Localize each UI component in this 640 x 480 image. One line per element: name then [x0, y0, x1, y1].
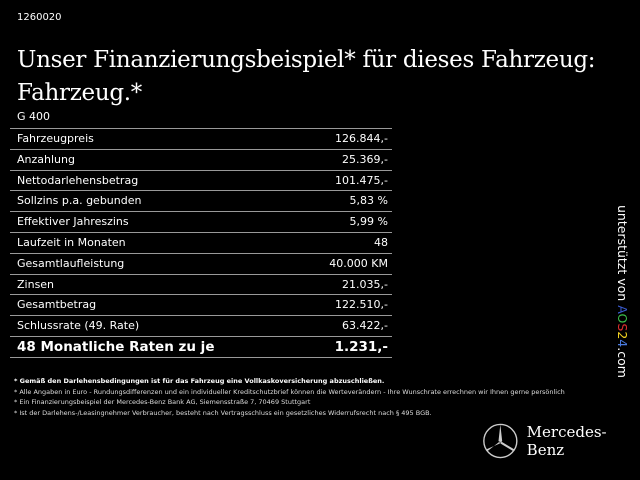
row-value: 126.844,-: [335, 132, 388, 145]
table-row: Gesamtbetrag 122.510,-: [10, 294, 392, 315]
brand-name: Mercedes-Benz: [526, 423, 607, 459]
row-label: Gesamtlaufleistung: [17, 256, 125, 270]
row-label: Nettodarlehensbetrag: [17, 173, 139, 187]
total-value: 1.231,-: [334, 338, 388, 355]
finance-table: Fahrzeugpreis 126.844,- Anzahlung 25.369,- N…: [10, 128, 392, 358]
vehicle-code: 1260020: [17, 12, 62, 23]
row-value: 5,83 %: [349, 194, 388, 208]
row-value: 25.369,-: [342, 152, 388, 166]
page-title: Unser Finanzierungsbeispiel* für dieses …: [17, 47, 596, 106]
row-label: Effektiver Jahreszins: [17, 215, 129, 229]
total-label: 48 Monatliche Raten zu je: [17, 338, 215, 355]
row-label: Sollzins p.a. gebunden: [17, 194, 142, 208]
model-name: G 400: [17, 110, 51, 123]
aos-letter: A: [615, 305, 630, 314]
row-label: Gesamtbetrag: [17, 298, 97, 312]
row-value: 40.000 KM: [329, 256, 388, 270]
row-label: Fahrzeugpreis: [17, 132, 94, 145]
table-row: Fahrzeugpreis 126.844,-: [10, 128, 392, 149]
table-row: Anzahlung 25.369,-: [10, 148, 392, 170]
row-label: Anzahlung: [17, 152, 75, 166]
supported-by-text: unterstützt von AOS24.com: [615, 205, 630, 378]
row-value: 48: [374, 235, 388, 249]
row-label: Zinsen: [17, 277, 55, 291]
footnote: * Ist der Darlehens-/Leasingnehmer Verbr…: [14, 408, 432, 417]
row-value: 122.510,-: [335, 298, 388, 312]
mercedes-logo: Mercedes-Benz: [482, 422, 640, 460]
row-label: Laufzeit in Monaten: [17, 235, 126, 249]
row-label: Schlussrate (49. Rate): [17, 319, 140, 333]
table-row: Sollzins p.a. gebunden 5,83 %: [10, 190, 392, 211]
table-row: Zinsen 21.035,-: [10, 273, 392, 295]
table-row: Gesamtlaufleistung 40.000 KM: [10, 252, 392, 274]
table-row: Schlussrate (49. Rate) 63.422,-: [10, 315, 392, 336]
row-value: 63.422,-: [342, 319, 388, 333]
footnotes: * Gemäß den Darlehensbedingungen ist für…: [14, 376, 565, 418]
footnote: * Ein Finanzierungsbeispiel der Mercedes…: [14, 398, 311, 406]
footnote: * Gemäß den Darlehensbedingungen ist für…: [14, 377, 385, 385]
aos-domain: .com: [615, 347, 630, 378]
table-row: Laufzeit in Monaten 48: [10, 231, 392, 253]
footnote: * Alle Angaben in Euro - Rundungsdiffere…: [14, 387, 565, 396]
row-value: 21.035,-: [342, 277, 388, 291]
mercedes-star-icon: [483, 423, 518, 459]
total-row: 48 Monatliche Raten zu je 1.231,-: [10, 335, 392, 358]
supported-by-label: unterstützt von: [615, 205, 630, 306]
row-value: 5,99 %: [349, 215, 388, 229]
row-value: 101.475,-: [335, 173, 388, 187]
table-row: Nettodarlehensbetrag 101.475,-: [10, 169, 392, 191]
aos-letter: O: [615, 313, 630, 324]
table-row: Effektiver Jahreszins 5,99 %: [10, 211, 392, 232]
